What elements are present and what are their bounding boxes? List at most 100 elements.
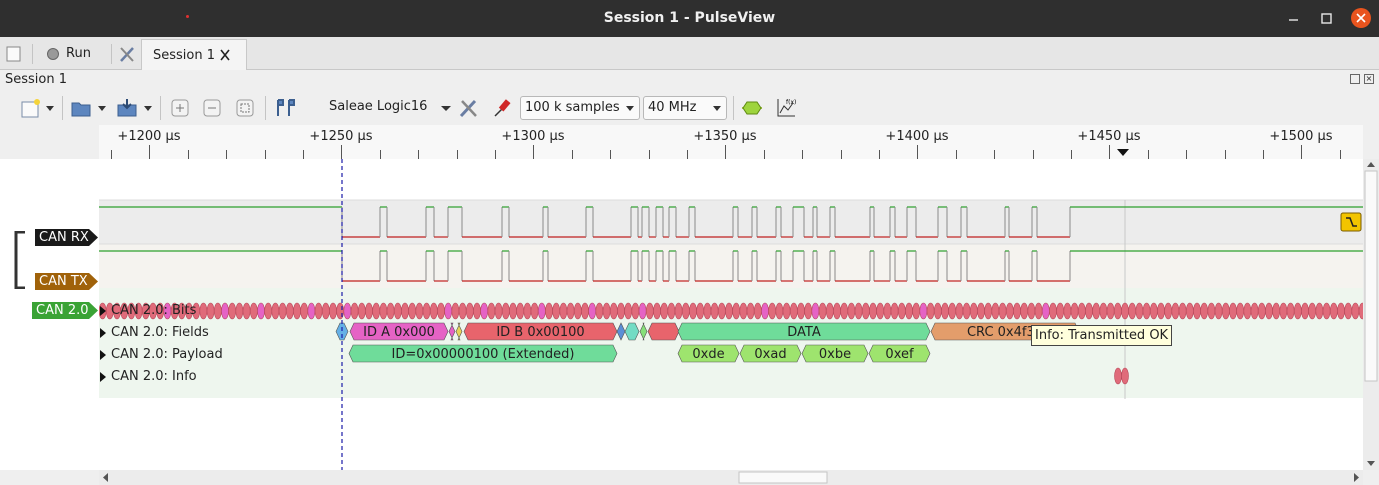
- payload-annotation-row: ID=0x00000100 (Extended) 0xde 0xad 0xbe 0xef: [348, 344, 931, 363]
- zoom-in-icon[interactable]: [169, 97, 191, 119]
- maximize-icon[interactable]: [1317, 9, 1337, 29]
- vertical-scrollbar[interactable]: [1363, 159, 1379, 470]
- label-arrow-icon: [89, 302, 98, 319]
- field-dlc[interactable]: [647, 322, 680, 341]
- sample-count-select[interactable]: 100 k samples: [520, 96, 640, 120]
- label-arrow-icon: [89, 229, 98, 246]
- field-data[interactable]: [677, 322, 931, 341]
- app-indicator-dot: [186, 15, 189, 18]
- ruler-label: +1450 µs: [1077, 129, 1141, 144]
- trace-canvas: ID A 0x000 ID B 0x00100 DATA CRC 0x4f31 ID=…: [99, 159, 1363, 470]
- sample-rate-select[interactable]: 40 MHz: [643, 96, 727, 120]
- device-dropdown-icon[interactable]: [439, 97, 453, 119]
- horizontal-scrollbar[interactable]: [99, 470, 1363, 485]
- info-marker: [1121, 367, 1129, 385]
- new-session-icon[interactable]: [5, 41, 23, 67]
- add-decoder-icon[interactable]: [741, 97, 763, 119]
- ruler-tick: [571, 150, 573, 159]
- minimize-icon[interactable]: [1284, 9, 1304, 29]
- time-ruler[interactable]: +1200 µs +1250 µs +1300 µs +1350 µs +140…: [99, 125, 1363, 159]
- new-view-dropdown-icon[interactable]: [44, 97, 56, 119]
- cursor-markers-icon[interactable]: [274, 97, 296, 119]
- row-label-fields: CAN 2.0: Fields: [111, 325, 209, 340]
- ruler-tick: [879, 150, 880, 159]
- device-label[interactable]: Saleae Logic16: [329, 99, 428, 114]
- field-r1[interactable]: [624, 322, 640, 341]
- ruler-tick: [533, 145, 535, 159]
- can-rx-waveform: [99, 206, 1363, 238]
- tab-separator: [32, 44, 33, 64]
- save-dropdown-icon[interactable]: [142, 97, 154, 119]
- ruler-tick: [226, 150, 228, 159]
- run-button[interactable]: Run: [44, 41, 104, 67]
- toolbar-separator: [265, 96, 266, 120]
- payload-byte[interactable]: [868, 344, 931, 363]
- ruler-tick: [149, 145, 151, 159]
- row-label-bits: CAN 2.0: Bits: [111, 303, 197, 318]
- ruler-label: +1350 µs: [693, 129, 757, 144]
- ruler-label: +1250 µs: [309, 129, 373, 144]
- expand-arrow-icon[interactable]: [99, 327, 107, 339]
- can-tx-waveform: [99, 250, 1363, 282]
- ruler-label: +1200 µs: [117, 129, 181, 144]
- ruler-tick: [1263, 150, 1264, 159]
- toolbar-separator: [62, 96, 63, 120]
- payload-byte-label: 0xbe: [819, 347, 851, 362]
- expand-arrow-icon[interactable]: [99, 371, 107, 383]
- signal-label-can-rx[interactable]: CAN RX: [35, 229, 89, 246]
- ruler-tick: [1147, 150, 1149, 159]
- row-label-info: CAN 2.0: Info: [111, 369, 197, 384]
- payload-byte-label: 0xef: [885, 347, 914, 362]
- tab-session-label: Session 1: [153, 48, 216, 63]
- payload-byte-label: 0xad: [754, 347, 786, 362]
- dock-float-icon[interactable]: [1350, 74, 1360, 84]
- zoom-out-icon[interactable]: [201, 97, 223, 119]
- signal-label-decoder[interactable]: CAN 2.0: [32, 302, 89, 319]
- close-icon[interactable]: [1351, 8, 1371, 28]
- toolbar-separator: [733, 96, 734, 120]
- field-srr[interactable]: [448, 322, 456, 341]
- ruler-tick: [379, 150, 381, 159]
- payload-byte[interactable]: [801, 344, 869, 363]
- settings-tools-icon[interactable]: [117, 41, 137, 67]
- can-rx-label: CAN RX: [39, 230, 89, 245]
- ruler-tick: [917, 145, 919, 159]
- annotation-tooltip: Info: Transmitted OK: [1031, 325, 1173, 346]
- tab-session-1[interactable]: Session 1: [141, 39, 247, 71]
- field-ide[interactable]: [455, 322, 463, 341]
- trigger-edge-icon: [1346, 217, 1357, 227]
- dock-close-icon[interactable]: ×: [1364, 74, 1374, 84]
- zoom-fit-icon[interactable]: [234, 97, 256, 119]
- session-dock-header: Session 1 ×: [0, 70, 1379, 90]
- title-bar: Session 1 - PulseView: [0, 0, 1379, 37]
- open-dropdown-icon[interactable]: [96, 97, 108, 119]
- ruler-tick: [418, 150, 420, 159]
- expand-arrow-icon[interactable]: [99, 349, 107, 361]
- sample-rate-value: 40 MHz: [648, 100, 697, 115]
- math-signal-icon[interactable]: f(x): [775, 97, 797, 119]
- info-annotation-row: [1114, 367, 1129, 385]
- field-r0[interactable]: [639, 322, 648, 341]
- ruler-tick: [610, 150, 612, 159]
- save-file-icon[interactable]: [116, 97, 138, 119]
- open-file-icon[interactable]: [70, 97, 92, 119]
- payload-byte[interactable]: [677, 344, 740, 363]
- expand-arrow-icon[interactable]: [99, 305, 107, 317]
- fields-annotation-row: ID A 0x000 ID B 0x00100 DATA CRC 0x4f31: [335, 322, 1080, 341]
- field-sof[interactable]: [335, 322, 349, 341]
- signal-label-can-tx[interactable]: CAN TX: [35, 273, 89, 290]
- payload-extended-id[interactable]: [348, 344, 618, 363]
- cursor-marker-icon[interactable]: [1117, 149, 1129, 157]
- payload-byte[interactable]: [739, 344, 802, 363]
- tab-close-icon[interactable]: [218, 45, 232, 66]
- session-toolbar: Saleae Logic16 100 k samples 40 MHz f(x): [0, 90, 1379, 125]
- ruler-label: +1300 µs: [501, 129, 565, 144]
- field-id-a[interactable]: [349, 322, 449, 341]
- ruler-tick: [994, 150, 996, 159]
- probe-config-icon[interactable]: [491, 97, 513, 119]
- trace-viewport[interactable]: ID A 0x000 ID B 0x00100 DATA CRC 0x4f31 ID=…: [99, 159, 1363, 470]
- new-view-icon[interactable]: [20, 97, 42, 119]
- field-id-b-label: ID B 0x00100: [496, 325, 584, 340]
- device-config-icon[interactable]: [458, 97, 480, 119]
